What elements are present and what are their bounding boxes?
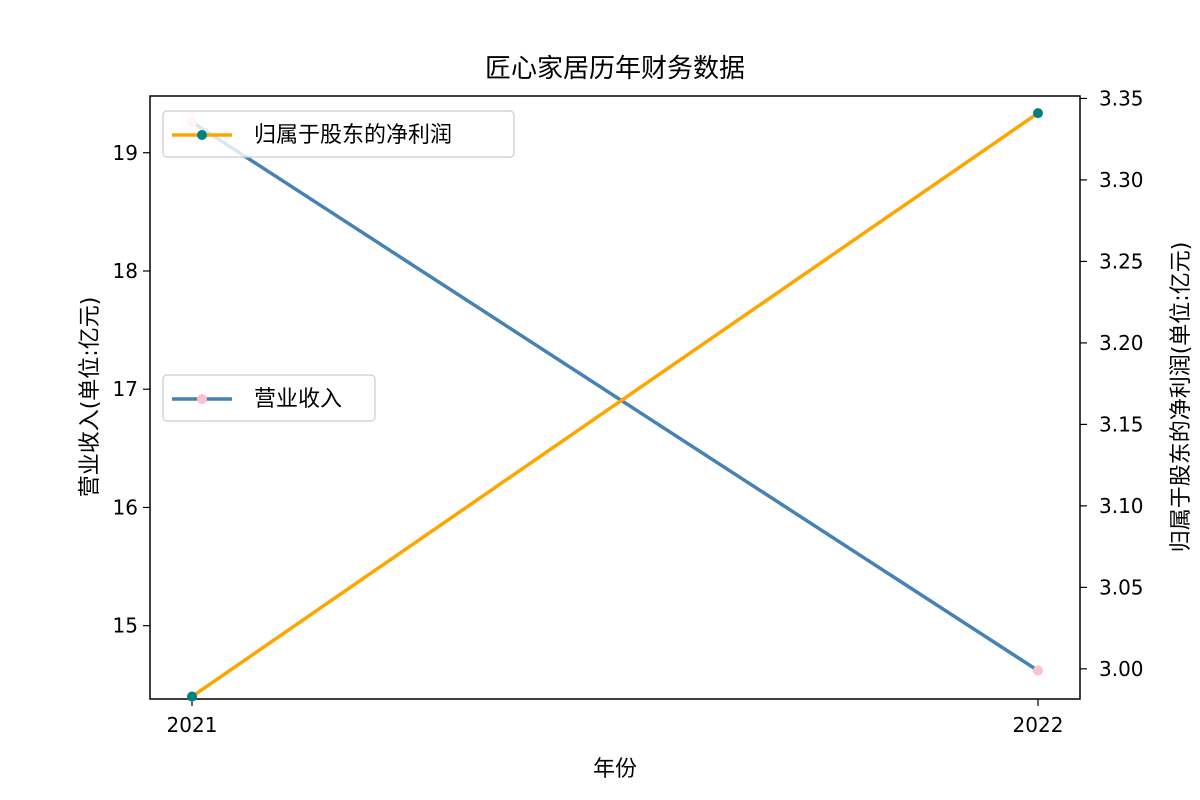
chart-title: 匠心家居历年财务数据 [485,54,745,84]
series-lines [189,110,1041,699]
left-y-axis: 15 16 17 18 19 [113,141,150,638]
series-2-point [1033,108,1043,119]
plot-area [149,95,1081,700]
left-y-tick-label: 16 [113,495,138,519]
left-y-axis-label: 营业收入(单位:亿元) [78,297,103,498]
legend-net-profit: 归属于股东的净利润 [162,110,515,158]
x-axis: 2021 2022 [167,699,1064,737]
legend-revenue: 营业收入 [162,374,376,422]
right-y-tick-label: 3.30 [1099,168,1144,192]
right-y-tick-label: 3.35 [1099,86,1144,110]
legend-box [162,374,376,422]
legend-box [162,110,515,158]
right-y-axis: 3.00 3.05 3.10 3.15 3.20 3.25 3.30 3.35 [1080,86,1144,681]
x-tick-label: 2021 [167,713,218,737]
right-y-tick-label: 3.00 [1099,657,1144,681]
left-y-tick-label: 19 [113,141,138,165]
x-axis-label: 年份 [593,757,637,782]
right-y-tick-label: 3.25 [1099,249,1144,273]
legend-marker-swatch [197,130,207,140]
series-2-point [187,691,197,702]
legend-label: 营业收入 [254,387,342,412]
series-1-point [1033,665,1043,676]
right-y-tick-label: 3.15 [1099,412,1144,436]
right-y-axis-label: 归属于股东的净利润(单位:亿元) [1169,242,1194,553]
left-y-tick-label: 18 [113,259,138,283]
series-markers [187,108,1043,702]
right-y-tick-label: 3.10 [1099,494,1144,518]
series-line-1 [189,119,1041,674]
legend-label: 归属于股东的净利润 [254,123,452,148]
right-y-tick-label: 3.20 [1099,331,1144,355]
right-y-tick-label: 3.05 [1099,575,1144,599]
left-y-tick-label: 15 [113,614,138,638]
legend-marker-swatch [197,394,207,404]
left-y-tick-label: 17 [113,377,138,401]
series-line-2 [189,110,1041,699]
x-tick-label: 2022 [1013,713,1064,737]
